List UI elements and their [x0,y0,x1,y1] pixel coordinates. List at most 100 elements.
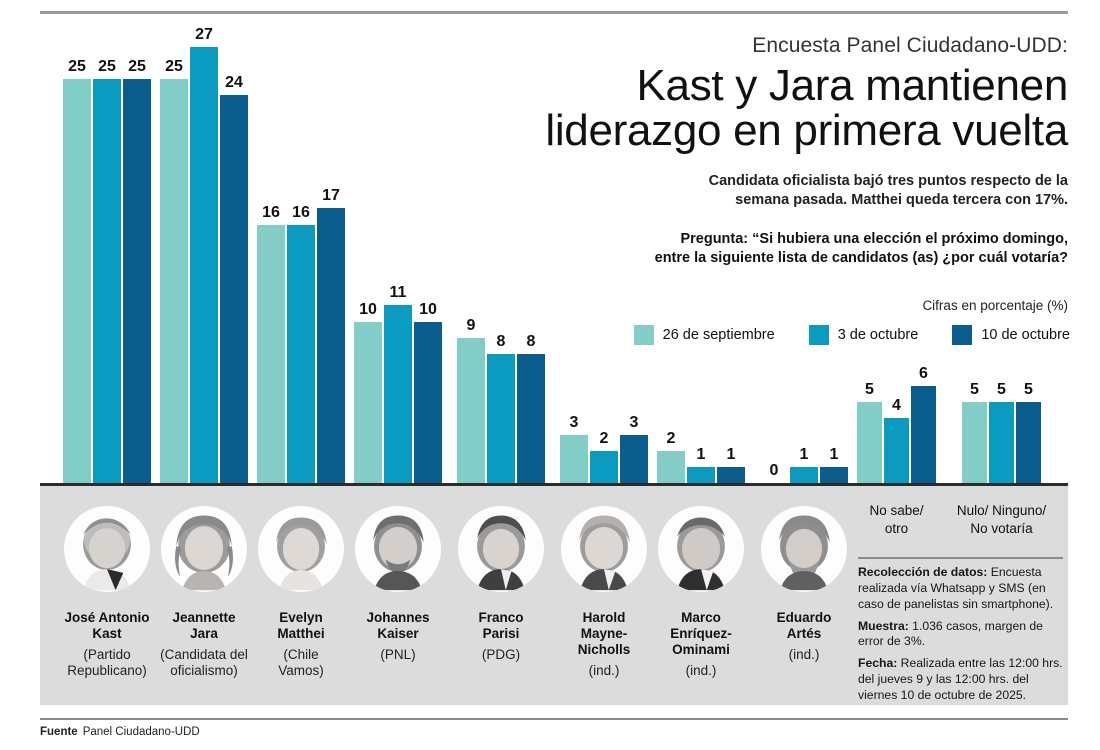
bar [687,466,715,483]
kicker: Encuesta Panel Ciudadano-UDD: [752,34,1068,57]
deck: Candidata oficialista bajó tres puntos r… [496,172,1068,210]
bar [857,402,882,483]
legend-swatch-icon [808,325,829,345]
bar-value-label: 8 [526,332,536,350]
portrait-jeannette-jara [175,515,233,591]
methodology-block: Recolección de datos: Encuesta realizada… [858,565,1066,710]
bar-value-label: 1 [696,445,706,463]
methodology-muestra-text: 1.036 casos, margen de error de 3%. [858,618,1043,649]
bar [1016,402,1041,483]
candidate-party: (Partido Republicano) [67,646,147,678]
bar-value-label: 5 [865,381,874,399]
other-label: No sabe/otro [837,502,957,537]
methodology-fecha-text: Realizada entre las 12:00 hrs. del jueve… [858,656,1063,703]
survey-question: Pregunta: “Si hubiera una elección el pr… [496,230,1068,268]
bar-chart: 25 25 25 25 27 24 16 16 17 10 11 10 9 8 8 3 2 3 2 1 1 0 1 1 5 4 6 5… [63,26,1041,483]
avatar [161,506,247,592]
bar-value-label: 11 [389,284,407,302]
candidate-party: (ind.) [685,662,717,678]
portrait-jose-antonio-kast [83,518,131,591]
portrait-johannes-kaiser [373,515,424,591]
bar [620,434,648,483]
other-label: Nulo/ Ninguno/No votaría [942,502,1062,537]
bar-value-label: 0 [769,462,779,479]
candidate-party: (PNL) [380,646,416,662]
avatar [458,506,544,592]
legend-item-3[interactable]: 10 de octubre [952,325,1070,345]
bar-value-label: 25 [128,58,146,76]
bar [220,95,248,483]
units-note: Cifras en porcentaje (%) [922,298,1068,313]
bar [657,450,685,483]
bar [487,353,515,483]
legend-label: 10 de octubre [981,327,1070,343]
bar-value-label: 16 [292,203,310,221]
legend-swatch-icon [633,325,654,345]
candidate-party: (ind.) [588,662,620,678]
bar [317,208,345,483]
bar-value-label: 17 [322,187,340,205]
candidate-name: Evelyn Matthei [277,610,325,641]
bar [287,224,315,483]
methodology-muestra: Muestra: 1.036 casos, margen de error de… [858,619,1066,651]
legend-item-2[interactable]: 3 de octubre [808,325,918,345]
portrait-harold-mayne-nicholls [579,515,630,591]
bar-value-label: 25 [98,58,116,76]
bar [190,46,218,483]
candidate-card: Johannes Kaiser (PNL) [348,492,448,663]
portrait-franco-parisi [477,515,526,591]
bar-value-label: 5 [1024,381,1033,399]
bar [384,305,412,483]
candidate-card: Jeannette Jara (Candidata del oficialismo) [154,492,254,679]
chart-baseline [40,483,1068,486]
candidate-card: Marco Enríquez- Ominami (ind.) [651,492,751,679]
bar-value-label: 2 [599,429,609,447]
methodology-recoleccion: Recolección de datos: Encuesta realizada… [858,565,1066,613]
bar [257,224,285,483]
methodology-muestra-label: Muestra: [858,618,909,633]
bar [354,321,382,483]
candidate-name: Johannes Kaiser [366,610,430,641]
candidate-party: (ind.) [788,646,820,662]
candidate-card: Harold Mayne- Nicholls (ind.) [554,492,654,679]
title-line-1: Kast y Jara mantienen [636,61,1069,111]
portrait-marco-enriquez-ominami [677,517,725,591]
bar-value-label: 10 [419,300,437,318]
methodology-fecha-label: Fecha: [858,656,898,671]
avatar [658,506,744,592]
methodology-fecha: Fecha: Realizada entre las 12:00 hrs. de… [858,656,1066,704]
bar-value-label: 3 [569,413,579,431]
legend-item-1[interactable]: 26 de septiembre [633,325,775,345]
bar-value-label: 1 [799,445,809,463]
other-label-line-1: No sabe/ [869,503,924,518]
candidate-name: Franco Parisi [478,610,524,641]
bar-value-label: 4 [892,397,901,415]
bar-value-label: 5 [997,381,1006,399]
candidate-party: (PDG) [481,646,521,662]
deck-line-2: semana pasada. Matthei queda tercera con… [735,191,1068,208]
bar [63,79,91,483]
avatar [355,506,441,592]
avatar [64,506,150,592]
avatar [258,506,344,592]
bar [717,466,745,483]
title-line-2: liderazgo en primera vuelta [545,106,1068,156]
bar [123,79,151,483]
candidate-card: Franco Parisi (PDG) [451,492,551,663]
other-label-line-1: Nulo/ Ninguno/ [956,503,1047,518]
bar [517,353,545,483]
bar [414,321,442,483]
bar [884,418,909,483]
avatar [761,506,847,592]
bar-value-label: 6 [919,365,928,383]
bar-value-label: 9 [466,316,476,334]
headline-block: Encuesta Panel Ciudadano-UDD: Kast y Jar… [496,34,1068,268]
bar [560,434,588,483]
methodology-recoleccion-label: Recolección de datos: [858,565,988,579]
candidate-card: Eduardo Artés (ind.) [754,492,854,663]
bar-value-label: 16 [262,203,280,221]
top-rule [40,11,1068,14]
candidate-list: José Antonio Kast (Partido Republicano) Jean… [40,492,850,705]
bar-value-label: 24 [225,74,243,92]
bar [790,466,818,483]
